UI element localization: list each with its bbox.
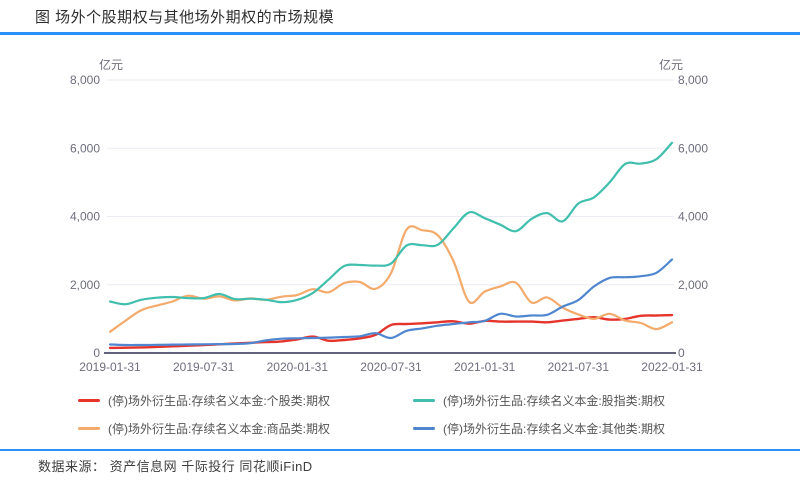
legend-label: (停)场外衍生品:存续名义本金:其他类:期权: [443, 422, 665, 436]
legend-item-1[interactable]: (停)场外衍生品:存续名义本金:个股类:期权: [78, 392, 413, 409]
chart-legend: (停)场外衍生品:存续名义本金:个股类:期权 (停)场外衍生品:存续名义本金:股指…: [78, 392, 665, 437]
chart-canvas: 0 0 2,000 2,000 4,000 4,000 6,000 6,000 8,000 8,0…: [70, 57, 708, 374]
legend-marker-icon: [413, 427, 435, 430]
y-tick-label-left: 6,000: [70, 141, 100, 155]
data-source-label: 数据来源：: [38, 459, 106, 474]
top-accent-bar: [0, 32, 800, 35]
x-tick-label: 2021-01-31: [454, 360, 516, 374]
legend-marker-icon: [413, 399, 435, 402]
legend-item-2[interactable]: (停)场外衍生品:存续名义本金:商品类:期权: [78, 420, 413, 437]
legend-marker-icon: [78, 399, 100, 402]
y-tick-label-right: 2,000: [678, 278, 708, 292]
y-tick-label-right: 8,000: [678, 73, 708, 87]
series-line-3: [108, 141, 674, 306]
y-axis-unit-right: 亿元: [659, 57, 683, 72]
data-source: 数据来源： 资产信息网 千际投行 同花顺iFinD: [38, 456, 313, 475]
x-tick-label: 2019-01-31: [79, 360, 141, 374]
y-axis-unit-left: 亿元: [99, 57, 123, 72]
bottom-accent-line: [0, 449, 800, 451]
legend-label: (停)场外衍生品:存续名义本金:股指类:期权: [443, 394, 665, 408]
x-tick-label: 2021-07-31: [548, 360, 610, 374]
legend-item-4[interactable]: (停)场外衍生品:存续名义本金:其他类:期权: [413, 420, 665, 437]
legend-marker-icon: [78, 427, 100, 430]
data-source-names: 资产信息网 千际投行 同花顺iFinD: [109, 459, 313, 474]
series-line-4: [108, 258, 674, 347]
y-tick-label-right: 4,000: [678, 210, 708, 224]
y-tick-label-left: 2,000: [70, 278, 100, 292]
y-tick-label-right: 0: [678, 346, 685, 360]
legend-label: (停)场外衍生品:存续名义本金:个股类:期权: [108, 394, 330, 408]
series-line-2: [108, 225, 674, 333]
line-chart: 0 0 2,000 2,000 4,000 4,000 6,000 6,000 8,000 8,0…: [0, 40, 800, 390]
series-line-1: [108, 313, 674, 350]
x-tick-label: 2022-01-31: [641, 360, 703, 374]
y-tick-label-left: 8,000: [70, 73, 100, 87]
legend-item-3[interactable]: (停)场外衍生品:存续名义本金:股指类:期权: [413, 392, 665, 409]
x-tick-label: 2020-01-31: [267, 360, 329, 374]
x-tick-label: 2019-07-31: [173, 360, 235, 374]
x-tick-label: 2020-07-31: [360, 360, 422, 374]
y-tick-label-left: 4,000: [70, 210, 100, 224]
y-tick-label-right: 6,000: [678, 141, 708, 155]
chart-title: 图 场外个股期权与其他场外期权的市场规模: [35, 9, 335, 26]
legend-label: (停)场外衍生品:存续名义本金:商品类:期权: [108, 422, 330, 436]
y-tick-label-left: 0: [93, 346, 100, 360]
